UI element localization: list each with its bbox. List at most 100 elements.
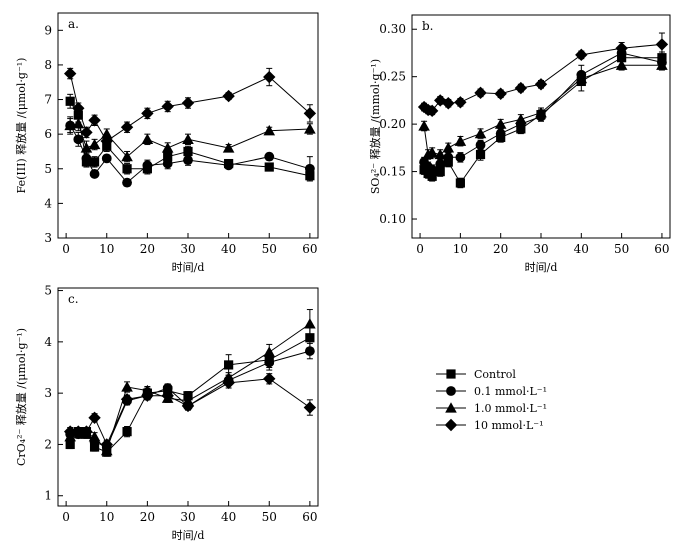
legend-label: 0.1 mmol·L⁻¹ [474,385,547,398]
data-point [122,164,132,174]
data-point [89,169,100,179]
data-point [222,89,235,103]
data-point [80,142,93,153]
series-triangle [418,59,668,160]
data-point [101,153,112,164]
legend-marker [444,418,458,432]
data-point [426,146,438,158]
data-point [427,171,437,181]
data-point [161,100,174,113]
data-point [63,425,77,438]
series-line [69,323,311,452]
data-point [263,346,276,357]
y-tick-label: 3 [44,231,52,245]
data-point [442,97,455,110]
x-axis-title: 时间/d [172,261,205,274]
x-tick-label: 30 [533,242,548,256]
data-point [72,117,85,129]
y-tick-label: 6 [44,127,52,141]
data-point [80,126,93,139]
data-point [494,118,507,129]
y-tick-label: 5 [44,162,52,176]
legend-label: 1.0 mmol·L⁻¹ [474,402,547,415]
data-point [65,96,75,106]
y-tick-label: 1 [44,489,52,503]
plot-frame [411,14,671,239]
panel-label: a. [68,17,79,31]
data-point [181,399,195,413]
data-point [575,48,588,62]
legend-marker [446,386,456,396]
x-tick-label: 20 [140,242,155,256]
x-tick-label: 10 [453,242,468,256]
y-tick-label: 4 [44,196,52,210]
data-point [263,70,276,84]
data-point [80,425,93,438]
data-point [303,401,317,414]
data-point [121,381,133,392]
data-point [495,128,506,139]
data-point [427,164,438,175]
data-point [475,140,486,150]
data-point [223,160,234,171]
data-point [63,67,77,80]
data-point [224,360,234,370]
data-point [515,113,527,125]
legend: Control 0.1 mmol·L⁻¹ 1.0 mmol·L⁻¹ 10 mmol·L… [436,368,547,432]
x-tick-label: 40 [221,242,236,256]
data-point [181,96,195,110]
data-point [163,152,173,162]
y-tick-label: 0.30 [379,22,406,36]
data-point [162,383,173,393]
data-point [120,393,134,406]
x-tick-label: 50 [262,242,277,256]
y-tick-label: 7 [44,93,52,107]
data-point [615,59,628,70]
data-point [72,101,85,115]
data-point [455,178,465,188]
data-point [142,160,153,171]
data-point [442,142,455,153]
x-tick-label: 40 [574,242,589,256]
y-tick-label: 0.10 [379,212,406,226]
data-point [425,104,439,118]
y-axis-title: CrO₄²⁻ 释放量 /(μmol·g⁻¹) [14,328,28,466]
x-tick-label: 60 [302,510,317,524]
panel-label: b. [422,19,434,33]
data-point [443,152,454,163]
chart-panel-b: 0 10 20 30 40 50 60 0.10 0.15 0.20 0.25 0.30 b. 时间/d S… [368,14,671,274]
panel-label: c. [68,292,79,306]
data-point [304,123,316,134]
legend-item: Control [436,368,516,381]
data-point [494,87,507,100]
data-point [434,148,447,160]
data-point [162,158,173,169]
y-tick-label: 2 [44,437,52,451]
series-diamond [63,67,317,148]
data-point [88,138,101,150]
data-point [475,149,486,160]
series-line [70,378,311,446]
legend-label: 10 mmol·L⁻¹ [474,419,544,432]
data-point [435,166,445,177]
data-point [100,438,113,451]
data-point [417,100,431,114]
data-point [122,427,132,437]
series-diamond [417,32,669,118]
y-axis-title: Fe(III) 释放量 /(μmol·g⁻¹) [14,58,28,194]
data-point [455,152,466,163]
data-point [514,81,528,95]
y-tick-label: 0.25 [379,70,406,84]
legend-item: 10 mmol·L⁻¹ [436,418,544,432]
data-point [575,72,588,84]
data-point [263,372,276,385]
chart-panel-c: 0 10 20 30 40 50 60 1 2 3 4 5 c. 时间/d CrO₄²⁻ 释放量 /(μmo… [14,284,319,542]
data-point [141,389,154,402]
y-tick-label: 0.15 [379,165,406,179]
y-tick-label: 0.20 [379,117,406,131]
series-diamond [63,372,317,451]
data-point [615,42,628,55]
data-point [183,146,193,157]
x-axis-title: 时间/d [172,529,205,542]
